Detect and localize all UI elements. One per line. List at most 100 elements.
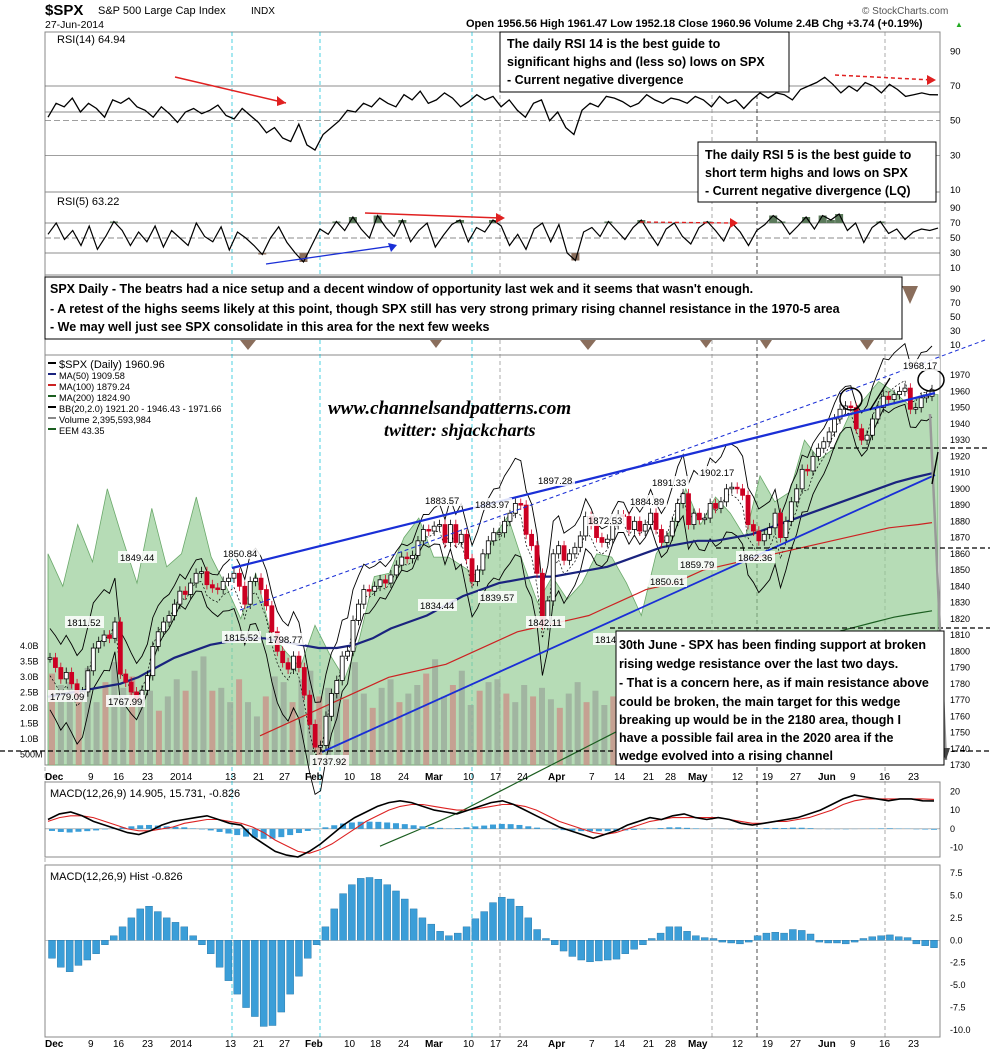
date-tick-top-21: May: [688, 772, 708, 783]
symbol-title: $SPX: [45, 2, 83, 19]
date-tick-top-27: 16: [879, 772, 891, 783]
macd-hist-panel-frame: [45, 865, 940, 1037]
volume-bar: [503, 694, 509, 765]
hist-bar: [101, 940, 108, 944]
rsi14-note: The daily RSI 14 is the best guide to si…: [500, 32, 789, 92]
volume-bar: [414, 685, 420, 765]
candle-body: [227, 578, 231, 581]
index-name: S&P 500 Large Cap Index: [98, 5, 226, 17]
price-tick-12: 1850: [950, 565, 970, 575]
date-tick-bottom-14: 17: [490, 1039, 502, 1050]
rsi5-panel-frame: [45, 192, 940, 275]
hist-bar: [789, 930, 796, 941]
date-tick-bottom-26: 9: [850, 1039, 856, 1050]
date-tick-bottom-4: 2014: [170, 1039, 193, 1050]
volume-bar: [236, 679, 242, 765]
hist-bar: [437, 931, 444, 940]
candle-body: [643, 525, 647, 531]
hist-bar: [701, 938, 708, 941]
hist-bar: [869, 937, 876, 941]
volume-tick-1: 3.5B: [20, 657, 39, 667]
hist-bar: [154, 912, 161, 941]
date-tick-bottom-9: 10: [344, 1039, 356, 1050]
volume-tick-7: 500M: [20, 750, 43, 760]
macd-hist-bar: [349, 822, 355, 828]
date-tick-bottom-1: 9: [88, 1039, 94, 1050]
legend-item-3: MA(200) 1824.90: [59, 393, 130, 403]
candle-body: [167, 616, 171, 622]
macd-hist-bar: [596, 829, 602, 831]
price-tick-6: 1790: [950, 663, 970, 673]
hist-bar: [754, 936, 761, 940]
candle-body: [654, 513, 658, 529]
candle-body: [302, 668, 306, 696]
spx-note-line-2: - A retest of the highs seems likely at …: [50, 302, 841, 316]
candle-body: [70, 672, 74, 683]
candle-body: [459, 534, 463, 542]
rsi14-line: [48, 77, 938, 150]
hist-bar: [163, 918, 170, 940]
date-tick-bottom-11: 24: [398, 1039, 410, 1050]
hist-bar: [833, 940, 840, 943]
candle-body: [324, 716, 328, 745]
macd-hist-bar: [693, 828, 699, 829]
hist-tick-0: 7.5: [950, 868, 963, 878]
macd-hist-bar: [666, 827, 672, 829]
candle-body: [649, 513, 653, 524]
candle-body: [346, 651, 350, 656]
hist-bar: [684, 931, 691, 940]
macd-hist-bar: [287, 829, 293, 835]
volume-bar: [227, 702, 233, 765]
date-tick-top-3: 23: [142, 772, 154, 783]
chart-header: $SPX S&P 500 Large Cap Index INDX 27-Jun…: [45, 2, 963, 31]
candle-body: [638, 521, 642, 531]
rsi5-red-arrow: [365, 213, 500, 218]
hist-bar: [366, 877, 373, 940]
macd-hist-bar: [763, 828, 769, 829]
hist-bar: [137, 909, 144, 940]
price-label-15: 1884.89: [630, 497, 664, 508]
candle-body: [827, 432, 831, 442]
legend-swatch-5: [48, 417, 56, 419]
june-note-line-3: - That is a concern here, as if main res…: [619, 676, 929, 690]
hist-bar: [587, 940, 594, 962]
date-tick-bottom-7: 27: [279, 1039, 291, 1050]
rsi5-blue-arrow: [266, 246, 392, 264]
price-tick-21: 1940: [950, 419, 970, 429]
rsi14-note-line-1: The daily RSI 14 is the best guide to: [507, 37, 721, 51]
price-label-0: 1849.44: [120, 553, 154, 564]
hist-tick-4: -2.5: [950, 958, 966, 968]
candle-body: [178, 591, 182, 604]
candle-body: [822, 442, 826, 448]
price-tick-11: 1840: [950, 581, 970, 591]
hist-bar: [498, 897, 505, 940]
candle-body: [210, 585, 214, 588]
hist-tick-1: 5.0: [950, 890, 963, 900]
volume-bar: [548, 699, 554, 765]
spx-note-line-1: SPX Daily - The beatrs had a nice setup …: [50, 282, 753, 296]
volume-tick-5: 1.5B: [20, 719, 39, 729]
hist-bar: [648, 938, 655, 940]
date-tick-bottom-10: 18: [370, 1039, 382, 1050]
legend-swatch-6: [48, 428, 56, 430]
macd-hist-bar: [631, 829, 637, 830]
date-tick-top-16: Apr: [548, 772, 565, 783]
volume-bar: [468, 705, 474, 765]
hist-bar: [666, 927, 673, 940]
macd-hist-bar: [305, 829, 311, 831]
volume-bar: [370, 708, 376, 765]
candle-body: [703, 518, 707, 520]
hist-bar: [93, 940, 100, 953]
hist-bar: [851, 940, 858, 942]
candle-body: [427, 529, 431, 531]
date-tick-bottom-0: Dec: [45, 1039, 64, 1050]
hist-bar: [110, 936, 117, 940]
candle-body: [865, 435, 869, 440]
price-tick-7: 1800: [950, 646, 970, 656]
candle-body: [833, 419, 837, 432]
date-tick-bottom-12: Mar: [425, 1039, 443, 1050]
legend-item-1: MA(50) 1909.58: [59, 371, 125, 381]
candle-body: [113, 622, 117, 638]
volume-tick-2: 3.0B: [20, 672, 39, 682]
watermark-url: www.channelsandpatterns.com: [328, 398, 571, 419]
